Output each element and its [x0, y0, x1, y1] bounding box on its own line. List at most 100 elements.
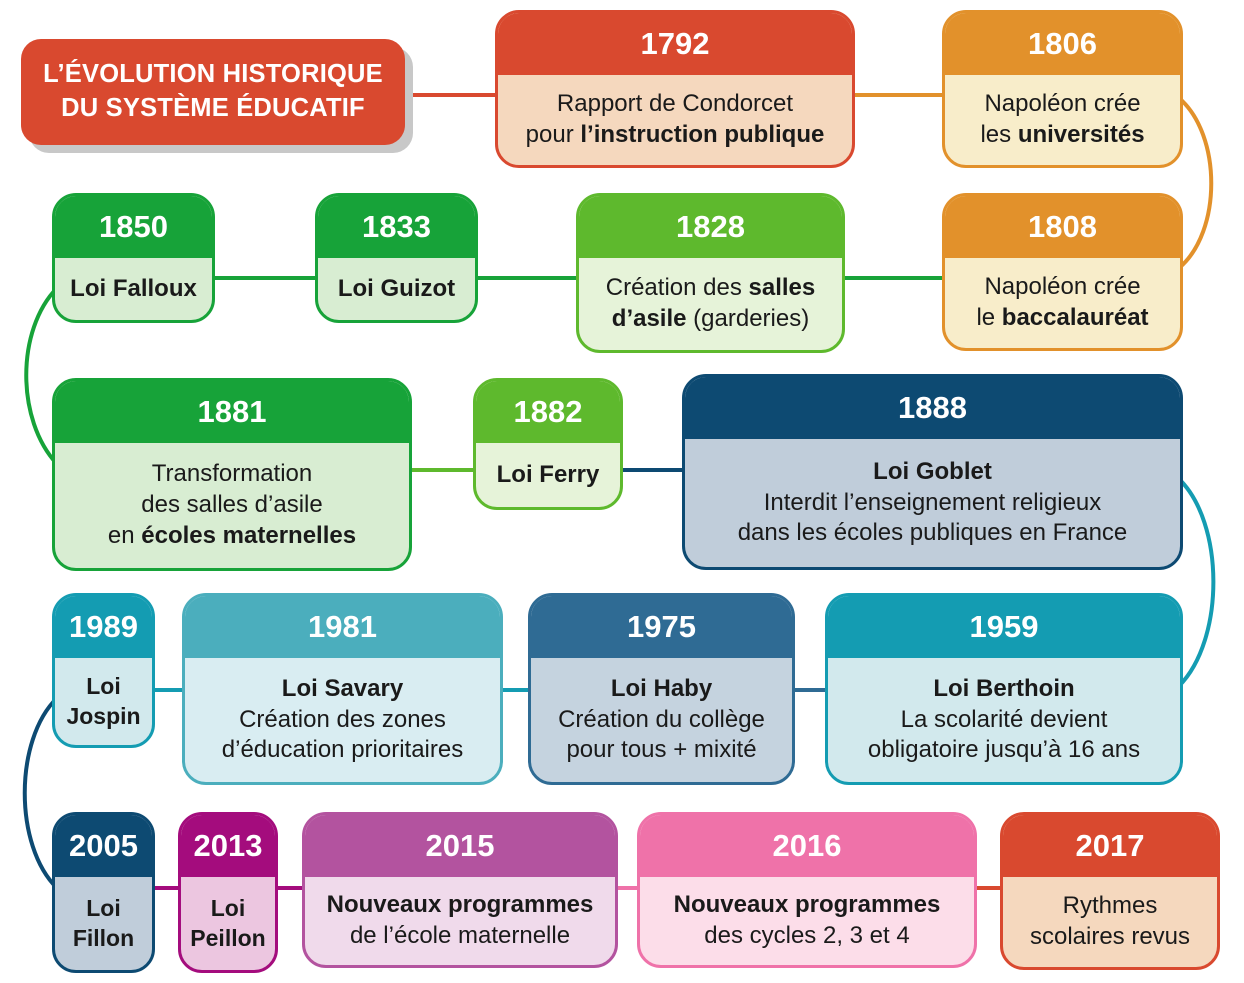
- event-card-2005: 2005 Loi Fillon: [52, 812, 155, 973]
- year-badge-1808: 1808: [945, 196, 1180, 258]
- text-line: d’éducation prioritaires: [222, 735, 463, 766]
- text-segment: Loi Guizot: [337, 274, 456, 302]
- year-badge-2017: 2017: [1003, 815, 1217, 877]
- year-badge-1959: 1959: [828, 596, 1180, 658]
- text-line: des salles d’asile: [141, 490, 322, 521]
- text-line: le baccalauréat: [976, 303, 1148, 334]
- text-line: de l’école maternelle: [350, 921, 570, 952]
- text-line: scolaires revus: [1030, 922, 1190, 953]
- text-segment: les: [980, 121, 1018, 148]
- text-segment: Création du collège: [558, 705, 765, 733]
- event-card-2017: 2017 Rythmes scolaires revus: [1000, 812, 1220, 970]
- event-text-2017: Rythmes scolaires revus: [1003, 877, 1217, 967]
- year-badge-1888: 1888: [685, 377, 1180, 439]
- year-badge-2005: 2005: [55, 815, 152, 877]
- text-line: Jospin: [66, 702, 140, 732]
- event-card-2013: 2013 Loi Peillon: [178, 812, 278, 973]
- text-segment: en: [107, 521, 142, 549]
- year-badge-2016: 2016: [640, 815, 974, 877]
- event-card-1975: 1975 Loi Haby Création du collège pour tous…: [528, 593, 795, 785]
- year-badge-1828: 1828: [579, 196, 842, 258]
- text-line: Napoléon crée: [984, 89, 1140, 120]
- text-segment: dans les écoles publiques en France: [737, 519, 1128, 547]
- text-line: Création des salles: [606, 273, 815, 304]
- text-line: Loi: [86, 672, 121, 702]
- text-segment: Loi Falloux: [70, 274, 197, 302]
- event-text-1833: Loi Guizot: [318, 258, 475, 320]
- text-line: pour tous + mixité: [566, 735, 756, 766]
- event-card-1989: 1989 Loi Jospin: [52, 593, 155, 748]
- text-line: Loi Ferry: [497, 460, 600, 491]
- year-badge-1833: 1833: [318, 196, 475, 258]
- text-segment: Rythmes: [1062, 892, 1158, 920]
- event-text-1850: Loi Falloux: [55, 258, 212, 320]
- text-segment: universités: [1017, 121, 1145, 148]
- event-text-2013: Loi Peillon: [181, 877, 275, 970]
- text-line: dans les écoles publiques en France: [738, 518, 1128, 549]
- text-segment: Jospin: [66, 702, 141, 729]
- text-segment: baccalauréat: [1001, 304, 1149, 331]
- text-segment: Loi Haby: [610, 674, 713, 702]
- text-line: pour l’instruction publique: [526, 120, 825, 151]
- text-segment: obligatoire jusqu’à 16 ans: [867, 736, 1141, 764]
- title-line1: L’ÉVOLUTION HISTORIQUE: [43, 60, 383, 89]
- event-text-1882: Loi Ferry: [476, 443, 620, 507]
- text-segment: pour tous + mixité: [566, 736, 757, 764]
- text-line: Loi Savary: [282, 674, 403, 705]
- event-text-1888: Loi Goblet Interdit l’enseignement religi…: [685, 439, 1180, 567]
- text-segment: d’éducation prioritaires: [221, 736, 464, 764]
- event-card-1833: 1833 Loi Guizot: [315, 193, 478, 323]
- event-card-1850: 1850 Loi Falloux: [52, 193, 215, 323]
- text-line: Loi Goblet: [873, 457, 992, 488]
- connector-1888-1959: [1176, 476, 1216, 688]
- year-badge-2013: 2013: [181, 815, 275, 877]
- connector-1806-1808: [1177, 96, 1214, 270]
- text-segment: pour: [525, 121, 581, 148]
- year-badge-1792: 1792: [498, 13, 852, 75]
- text-line: Loi: [211, 894, 246, 924]
- text-segment: des salles d’asile: [141, 491, 323, 519]
- title-line2: DU SYSTÈME ÉDUCATIF: [61, 94, 365, 122]
- text-segment: Loi Ferry: [496, 460, 600, 488]
- text-line: Napoléon crée: [984, 272, 1140, 303]
- year-badge-1881: 1881: [55, 381, 409, 443]
- text-segment: Loi Berthoin: [933, 674, 1075, 702]
- text-line: d’asile (garderies): [612, 304, 809, 335]
- text-line: Rythmes: [1063, 891, 1158, 922]
- event-text-1989: Loi Jospin: [55, 658, 152, 745]
- year-badge-1882: 1882: [476, 381, 620, 443]
- text-segment: (garderies): [686, 305, 810, 332]
- text-segment: Loi Goblet: [873, 457, 992, 485]
- text-line: Loi Guizot: [338, 274, 455, 305]
- year-badge-1806: 1806: [945, 13, 1180, 75]
- event-card-1981: 1981 Loi Savary Création des zones d’éducat…: [182, 593, 503, 785]
- event-text-1808: Napoléon crée le baccalauréat: [945, 258, 1180, 348]
- event-text-1806: Napoléon crée les universités: [945, 75, 1180, 165]
- text-line: en écoles maternelles: [108, 521, 356, 552]
- title-card: L’ÉVOLUTION HISTORIQUE DU SYSTÈME ÉDUCAT…: [21, 39, 405, 145]
- text-segment: le: [976, 304, 1002, 331]
- text-line: Création des zones: [239, 705, 446, 736]
- text-segment: des cycles 2, 3 et 4: [704, 922, 910, 949]
- text-line: Nouveaux programmes: [327, 890, 594, 921]
- event-card-2015: 2015 Nouveaux programmes de l’école matern…: [302, 812, 618, 968]
- text-segment: d’asile: [611, 305, 687, 332]
- event-card-1888: 1888 Loi Goblet Interdit l’enseignement re…: [682, 374, 1183, 570]
- text-line: Loi: [86, 894, 121, 924]
- text-segment: Loi Savary: [281, 674, 404, 702]
- event-text-2005: Loi Fillon: [55, 877, 152, 970]
- text-segment: scolaires revus: [1029, 923, 1191, 950]
- text-segment: Peillon: [190, 924, 266, 951]
- event-card-1806: 1806 Napoléon crée les universités: [942, 10, 1183, 168]
- text-segment: Napoléon crée: [984, 90, 1141, 118]
- event-text-1792: Rapport de Condorcet pour l’instruction p…: [498, 75, 852, 165]
- text-line: Rapport de Condorcet: [557, 89, 793, 120]
- text-segment: de l’école maternelle: [349, 922, 571, 949]
- text-line: Interdit l’enseignement religieux: [764, 488, 1102, 519]
- text-segment: Loi: [86, 894, 121, 921]
- text-segment: Nouveaux programmes: [673, 891, 941, 919]
- event-card-1881: 1881 Transformation des salles d’asile en é…: [52, 378, 412, 571]
- text-line: Fillon: [73, 924, 134, 954]
- year-badge-2015: 2015: [305, 815, 615, 877]
